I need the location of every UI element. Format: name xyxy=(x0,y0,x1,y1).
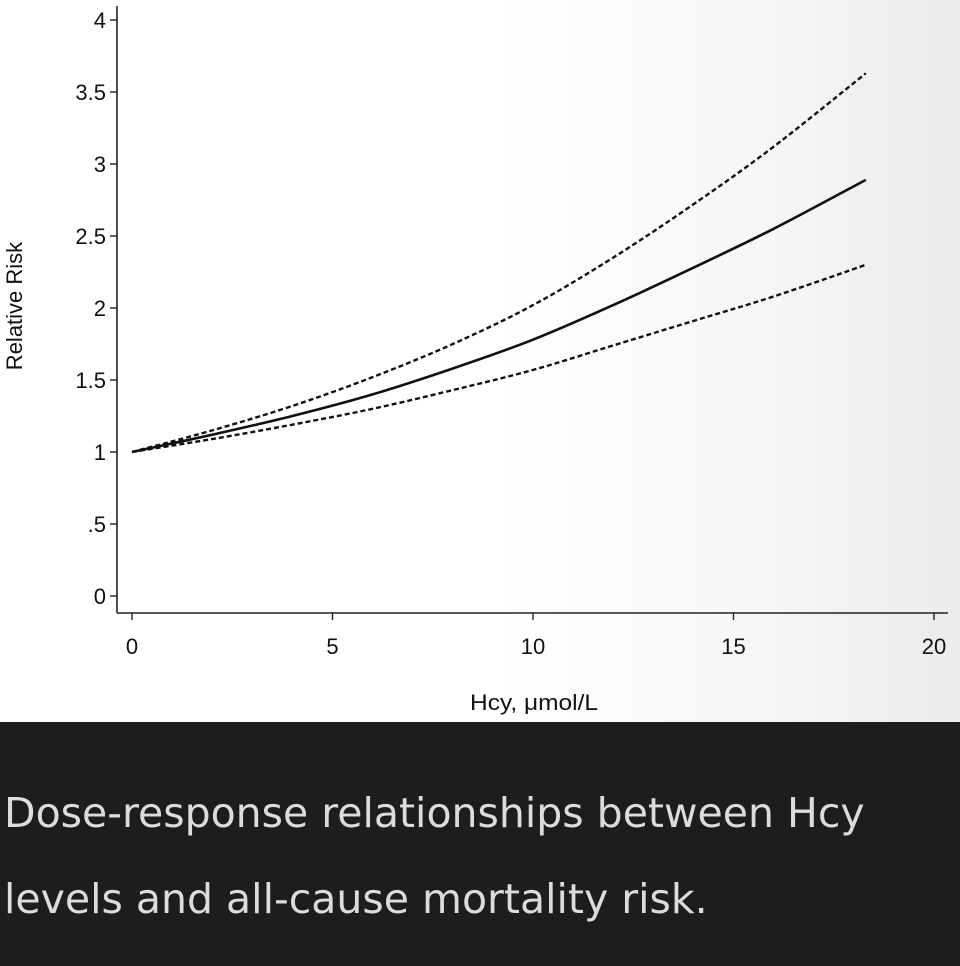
x-axis-label: Hcy, μmol/L xyxy=(470,690,598,715)
y-tick-label: 1 xyxy=(94,440,106,465)
x-tick-label: 15 xyxy=(721,634,745,659)
x-tick-label: 5 xyxy=(326,634,338,659)
series-line-ci-1 xyxy=(131,72,867,454)
series-line-ci-2 xyxy=(131,263,867,454)
y-tick-label: 4 xyxy=(94,8,106,33)
y-tick-label: 0 xyxy=(94,584,106,609)
chart-figure: 0 .5 1 1.5 2 2.5 3 3.5 4 0 5 10 15 20 Hcy, μmol/L Rel… xyxy=(0,0,960,722)
y-tick-label: 3 xyxy=(94,152,106,177)
y-tick-label: 3.5 xyxy=(75,80,106,105)
axes: 0 .5 1 1.5 2 2.5 3 3.5 4 0 5 10 15 20 xyxy=(75,6,948,659)
y-tick-label: 2 xyxy=(94,296,106,321)
y-axis-label: Relative Risk xyxy=(2,241,27,370)
y-tick-label: .5 xyxy=(88,512,106,537)
series-line-estimate xyxy=(131,178,867,454)
x-tick-label: 20 xyxy=(922,634,946,659)
y-tick-label: 1.5 xyxy=(75,368,106,393)
figure-caption: Dose-response relationships between Hcy … xyxy=(4,789,865,923)
x-tick-label: 10 xyxy=(521,634,545,659)
y-tick-label: 2.5 xyxy=(75,224,106,249)
dose-response-chart: 0 .5 1 1.5 2 2.5 3 3.5 4 0 5 10 15 20 Hcy, μmol/L Rel… xyxy=(2,6,948,715)
series-group xyxy=(131,72,867,454)
x-tick-label: 0 xyxy=(126,634,138,659)
